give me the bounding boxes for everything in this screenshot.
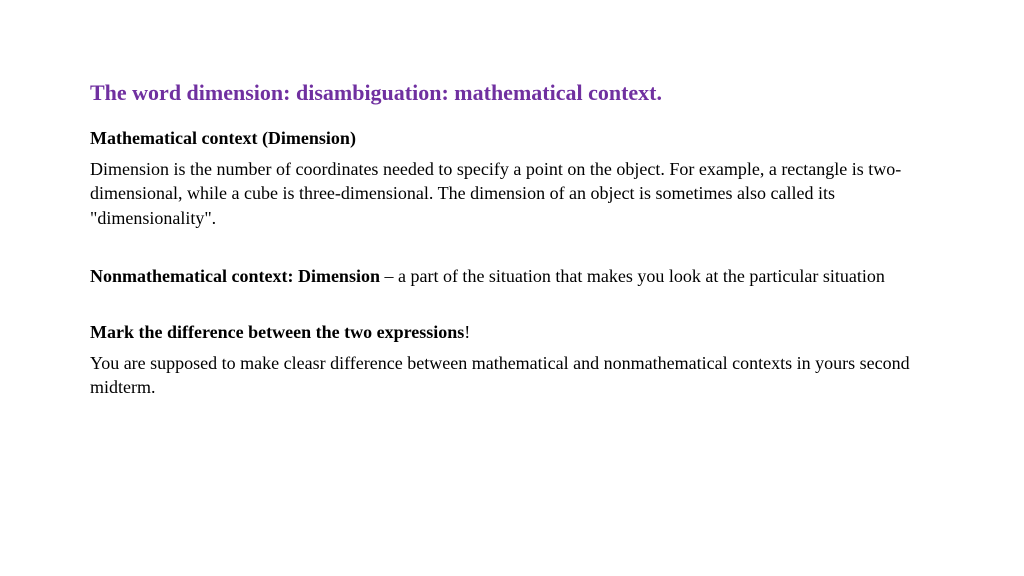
body-nonmathematical: Nonmathematical context: Dimension – a p… <box>90 264 934 288</box>
section-mathematical: Mathematical context (Dimension) Dimensi… <box>90 128 934 230</box>
section-nonmathematical: Nonmathematical context: Dimension – a p… <box>90 264 934 288</box>
body-mathematical: Dimension is the number of coordinates n… <box>90 157 934 230</box>
body-difference: You are supposed to make cleasr differen… <box>90 351 934 400</box>
heading-difference-text: Mark the difference between the two expr… <box>90 322 464 342</box>
heading-mathematical: Mathematical context (Dimension) <box>90 128 934 149</box>
title-period: . <box>657 80 663 105</box>
heading-difference: Mark the difference between the two expr… <box>90 322 934 343</box>
heading-difference-exclaim: ! <box>464 322 470 342</box>
text-nonmathematical: – a part of the situation that makes you… <box>380 266 885 286</box>
title-text: The word dimension: disambiguation: math… <box>90 80 657 105</box>
section-difference: Mark the difference between the two expr… <box>90 322 934 400</box>
page-title: The word dimension: disambiguation: math… <box>90 80 934 106</box>
heading-nonmathematical: Nonmathematical context: Dimension <box>90 266 380 286</box>
